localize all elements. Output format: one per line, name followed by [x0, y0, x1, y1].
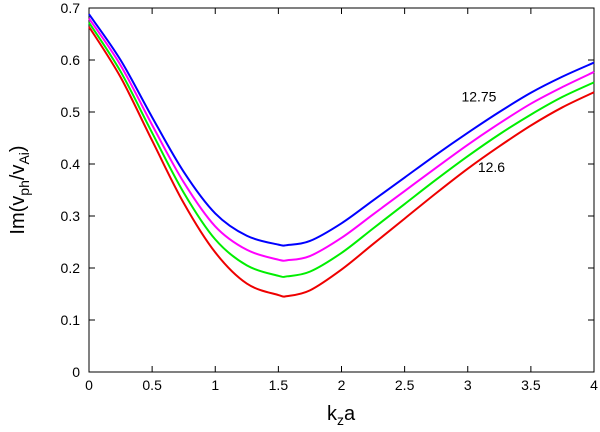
plot-frame: [88, 7, 595, 373]
series-line-2: [88, 22, 595, 278]
x-tick-label: 1: [211, 377, 219, 393]
y-tick-label: 0.3: [61, 208, 81, 224]
x-tick-label: 2.5: [395, 377, 415, 393]
y-tick-label: 0: [72, 364, 80, 380]
y-tick-label: 0.1: [61, 312, 81, 328]
series-group: [88, 13, 595, 298]
x-tick-label: 2: [338, 377, 346, 393]
y-tick-label: 0.7: [61, 0, 81, 16]
ticks: 0 0.5 1 1.5 2 2.5 3 3.5 4 0 0.1 0.2 0.3 0.4 0.5 0.6 0.7: [61, 0, 599, 393]
y-tick-label: 0.6: [61, 52, 81, 68]
series-line-1: [88, 17, 595, 262]
annotations: 12.75 12.6: [461, 89, 505, 175]
y-tick-label: 0.5: [61, 104, 81, 120]
series-line-3: [88, 26, 595, 298]
x-tick-label: 4: [590, 377, 598, 393]
y-tick-label: 0.2: [61, 260, 81, 276]
x-tick-label: 3.5: [521, 377, 541, 393]
x-tick-label: 3: [464, 377, 472, 393]
x-axis-title: kza: [327, 403, 356, 428]
series-line-0: [88, 13, 595, 247]
curve-annotation: 12.6: [478, 159, 505, 175]
x-tick-label: 0: [85, 377, 93, 393]
x-tick-label: 0.5: [142, 377, 162, 393]
curve-annotation: 12.75: [461, 89, 496, 105]
y-tick-label: 0.4: [61, 156, 81, 172]
y-axis-title: Im(vph/vAi): [7, 145, 32, 234]
x-tick-label: 1.5: [269, 377, 289, 393]
